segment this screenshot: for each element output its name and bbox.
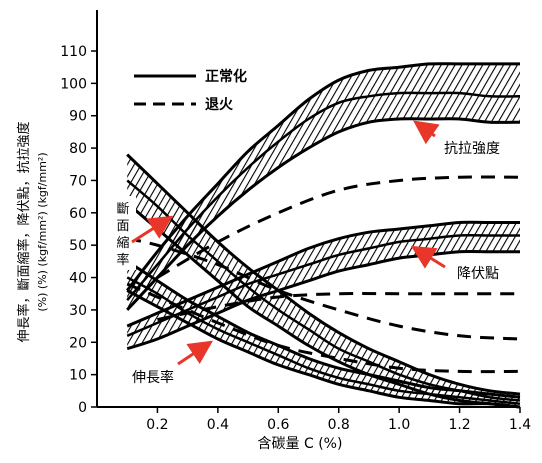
annotation-reduction-arrow <box>131 215 174 244</box>
y-axis-label-line-1: 伸長率，斷面縮率，降伏點，抗拉強度 <box>16 121 32 342</box>
band-elongation-upper <box>126 260 521 399</box>
y-tick-label: 0 <box>78 400 87 416</box>
y-tick-label: 100 <box>60 76 87 92</box>
y-tick-label: 30 <box>69 303 87 319</box>
y-tick-label: 70 <box>69 173 87 189</box>
annotation-elongation-arrow <box>177 340 213 366</box>
y-axis-label: 伸長率，斷面縮率，降伏點，抗拉強度 (%) (%) (kgf/mm²) (kgf… <box>16 121 49 342</box>
annotation-tensile-arrow <box>413 120 440 145</box>
y-ticks: 0 10 20 30 40 50 60 70 80 90 100 110 <box>60 44 97 416</box>
annotation-elongation: 伸長率 <box>122 340 213 388</box>
x-axis-label: 含碳量 C (%) <box>258 436 343 452</box>
x-tick-label: 1.0 <box>388 417 410 433</box>
annotation-reduction-char: 斷 <box>116 202 129 217</box>
annealed-elongation-line <box>126 282 521 374</box>
y-tick-label: 60 <box>69 206 87 222</box>
annotation-reduction-label: 斷面縮率 <box>116 202 129 268</box>
x-tick-label: 0.4 <box>207 417 229 433</box>
y-tick-label: 40 <box>69 271 87 287</box>
band-elongation-lower <box>126 289 521 409</box>
y-axis-label-line-2: (%) (%) (kgf/mm²) (kgf/mm²) <box>36 152 49 311</box>
x-tick-label: 0.6 <box>267 417 289 433</box>
annotation-tensile-label: 抗拉強度 <box>444 141 500 157</box>
annealed-tensile-line <box>156 175 521 279</box>
y-tick-label: 20 <box>69 335 87 351</box>
annotation-reduction: 斷面縮率 <box>110 196 174 270</box>
annotation-reduction-char: 率 <box>116 252 129 268</box>
annotation-reduction-char: 縮 <box>116 235 129 251</box>
band-elongation-fill <box>127 261 520 407</box>
legend-annealed-label: 退火 <box>205 97 234 113</box>
y-tick-label: 50 <box>69 238 87 254</box>
band-reduction-upper <box>126 153 521 396</box>
annotation-reduction-char: 面 <box>116 219 129 234</box>
y-tick-label: 10 <box>69 368 87 384</box>
band-yield-upper <box>126 220 520 328</box>
annotation-yield: 降伏點 <box>410 245 510 284</box>
band-tensile-fill <box>127 63 520 310</box>
x-tick-label: 0.2 <box>146 417 168 433</box>
annealed-reduction-line <box>126 237 521 341</box>
annotation-yield-label: 降伏點 <box>457 266 499 282</box>
y-tick-label: 80 <box>69 141 87 157</box>
annealed-layer <box>126 175 521 374</box>
x-tick-label: 0.8 <box>328 417 350 433</box>
annealed-yield-line <box>157 291 520 322</box>
annotation-yield-arrow <box>410 245 446 269</box>
y-tick-label: 90 <box>69 109 87 125</box>
band-elongation-mid <box>126 276 521 406</box>
x-tick-label: 1.2 <box>448 417 470 433</box>
x-tick-label: 1.4 <box>509 417 531 433</box>
x-ticks: 0.2 0.4 0.6 0.8 1.0 1.2 1.4 <box>146 407 531 433</box>
legend-normalized-label: 正常化 <box>205 68 247 85</box>
annotation-elongation-label: 伸長率 <box>132 369 174 386</box>
legend: 正常化 退火 <box>134 68 247 113</box>
y-tick-label: 110 <box>60 44 87 60</box>
annotation-tensile: 抗拉強度 <box>413 120 517 159</box>
